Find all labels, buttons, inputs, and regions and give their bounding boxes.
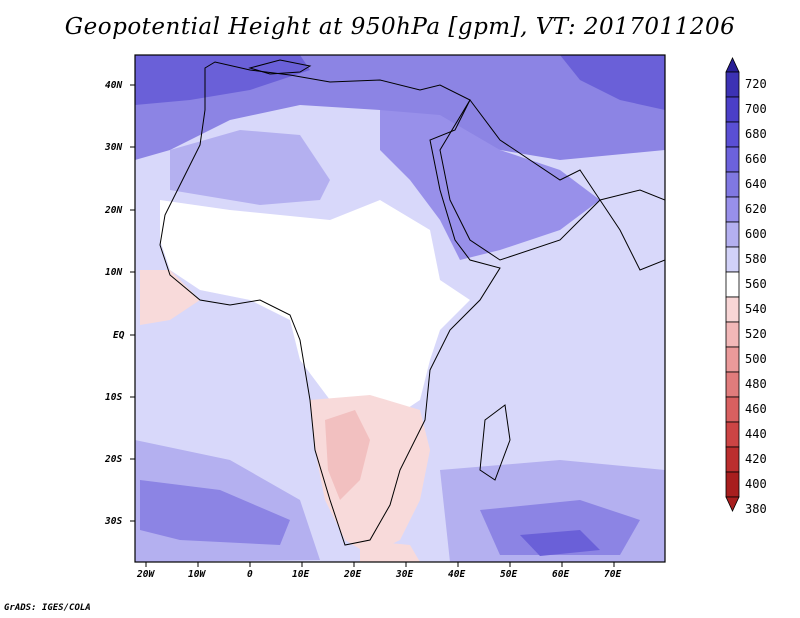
arabia-high [380, 110, 600, 260]
south-atlantic-core [140, 480, 290, 545]
colorbar-bottom-arrow [725, 496, 740, 512]
colorbar-label: 600 [745, 227, 767, 241]
colorbar-box [725, 271, 740, 298]
indian-ocean-core [480, 500, 640, 555]
colorbar-label: 440 [745, 427, 767, 441]
lon-label-10e: 10E [292, 569, 310, 580]
lat-label-10n: 10N [105, 267, 123, 278]
colorbar-box [725, 296, 740, 323]
lon-label-70e: 70E [604, 569, 622, 580]
axis-ticks [130, 84, 615, 567]
madagascar-outline [479, 404, 511, 481]
arabia-outline [439, 99, 601, 261]
coastlines [159, 59, 665, 546]
colorbar-box [725, 321, 740, 348]
lat-label-20s: 20S [105, 454, 123, 465]
lon-label-10w: 10W [188, 569, 206, 580]
colorbar-label: 500 [745, 352, 767, 366]
colorbar-label: 660 [745, 152, 767, 166]
colorbar-label: 400 [745, 477, 767, 491]
colorbar-label: 380 [745, 502, 767, 516]
sahara-region [170, 130, 330, 205]
lon-label-40e: 40E [448, 569, 466, 580]
colorbar-label: 720 [745, 77, 767, 91]
grads-credit: GrADS: IGES/COLA [4, 603, 91, 613]
colorbar-box [725, 346, 740, 373]
lat-label-30s: 30S [105, 516, 123, 527]
lon-label-60e: 60E [552, 569, 570, 580]
map-title: Geopotential Height at 950hPa [gpm], VT:… [64, 14, 736, 40]
central-africa-neutral [160, 200, 470, 420]
colorbar-label: 480 [745, 377, 767, 391]
lat-label-30n: 30N [105, 142, 123, 153]
lon-label-30e: 30E [396, 569, 414, 580]
colorbar-label: 680 [745, 127, 767, 141]
colorbar-box [725, 171, 740, 198]
atlantic-low [140, 270, 200, 325]
colorbar-box [725, 221, 740, 248]
lat-label-eq: EQ [113, 330, 125, 341]
colorbar-label: 420 [745, 452, 767, 466]
colorbar-label: 640 [745, 177, 767, 191]
africa-outline [159, 61, 501, 546]
colorbar-label: 620 [745, 202, 767, 216]
india-outline [599, 189, 665, 271]
height-field [135, 55, 665, 562]
lon-label-0: 0 [247, 569, 253, 580]
colorbar-box [725, 146, 740, 173]
colorbar-box [725, 371, 740, 398]
cape-low [360, 540, 420, 562]
colorbar-box [725, 246, 740, 273]
northeast-peak [560, 55, 665, 110]
iberia-outline [248, 59, 312, 75]
lat-label-20n: 20N [105, 205, 123, 216]
colorbar-label: 560 [745, 277, 767, 291]
colorbar-label: 460 [745, 402, 767, 416]
lat-label-40n: 40N [105, 80, 123, 91]
colorbar [725, 57, 740, 512]
colorbar-box [725, 471, 740, 498]
colorbar-label: 700 [745, 102, 767, 116]
colorbar-label: 520 [745, 327, 767, 341]
lat-label-10s: 10S [105, 392, 123, 403]
colorbar-box [725, 121, 740, 148]
colorbar-box [725, 196, 740, 223]
colorbar-label: 580 [745, 252, 767, 266]
colorbar-box [725, 446, 740, 473]
kalahari-low [325, 410, 370, 500]
northwest-peak [135, 55, 310, 105]
colorbar-label: 540 [745, 302, 767, 316]
lon-label-50e: 50E [500, 569, 518, 580]
colorbar-box [725, 96, 740, 123]
lon-label-20e: 20E [344, 569, 362, 580]
colorbar-top-arrow [725, 57, 740, 73]
plot-frame [134, 54, 666, 563]
colorbar-box [725, 421, 740, 448]
indian-ocean-peak [520, 530, 600, 556]
lon-label-20w: 20W [137, 569, 155, 580]
colorbar-box [725, 71, 740, 98]
colorbar-box [725, 396, 740, 423]
